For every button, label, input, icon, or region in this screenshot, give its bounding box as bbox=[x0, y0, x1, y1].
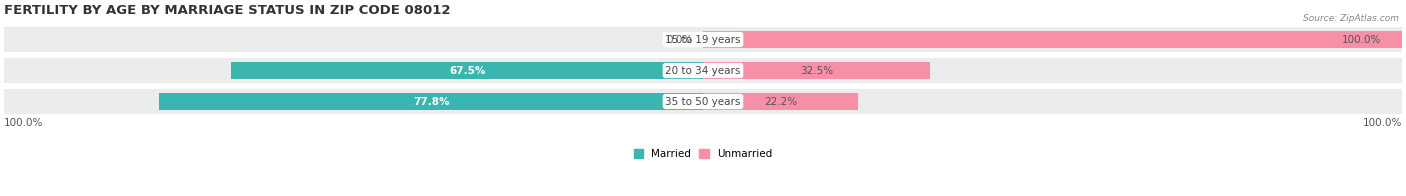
Text: 100.0%: 100.0% bbox=[4, 118, 44, 128]
Text: 67.5%: 67.5% bbox=[449, 65, 485, 75]
Text: 22.2%: 22.2% bbox=[763, 96, 797, 106]
Bar bbox=[232, 63, 703, 79]
Bar bbox=[703, 58, 1402, 83]
Text: FERTILITY BY AGE BY MARRIAGE STATUS IN ZIP CODE 08012: FERTILITY BY AGE BY MARRIAGE STATUS IN Z… bbox=[4, 4, 451, 17]
Legend: Married, Unmarried: Married, Unmarried bbox=[630, 145, 776, 163]
Text: 20 to 34 years: 20 to 34 years bbox=[665, 65, 741, 75]
Text: 100.0%: 100.0% bbox=[1362, 118, 1402, 128]
Text: Source: ZipAtlas.com: Source: ZipAtlas.com bbox=[1303, 14, 1399, 23]
Bar bbox=[159, 93, 703, 110]
Text: 77.8%: 77.8% bbox=[413, 96, 450, 106]
Text: 15 to 19 years: 15 to 19 years bbox=[665, 34, 741, 44]
Text: 35 to 50 years: 35 to 50 years bbox=[665, 96, 741, 106]
Bar bbox=[4, 58, 703, 83]
Bar bbox=[4, 27, 703, 52]
Bar bbox=[4, 89, 703, 114]
Text: 0.0%: 0.0% bbox=[666, 34, 693, 44]
Text: 100.0%: 100.0% bbox=[1341, 34, 1381, 44]
Bar bbox=[703, 93, 858, 110]
Bar bbox=[703, 89, 1402, 114]
Text: 32.5%: 32.5% bbox=[800, 65, 834, 75]
Bar bbox=[703, 63, 931, 79]
Bar bbox=[703, 32, 1402, 48]
Bar bbox=[703, 27, 1402, 52]
